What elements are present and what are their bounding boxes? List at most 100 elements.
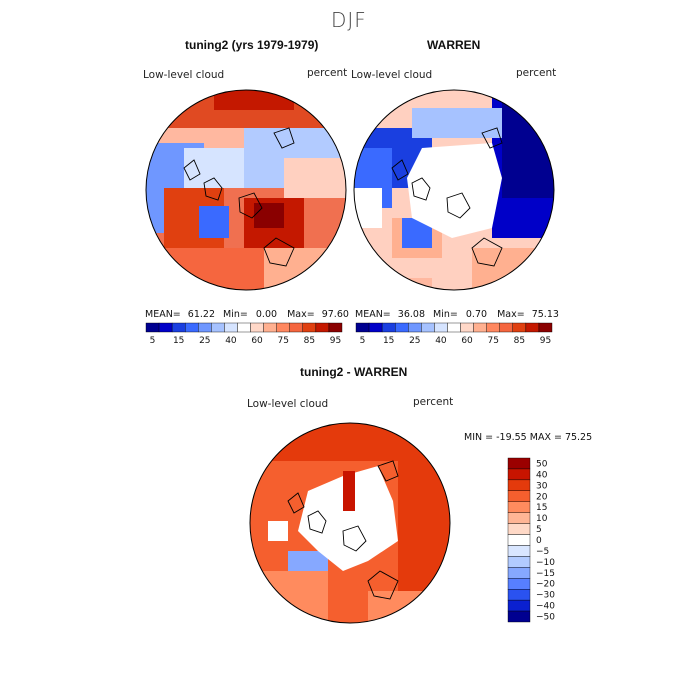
panel2-colorbar-swatch bbox=[486, 322, 500, 333]
panel1-colorbar-tick: 25 bbox=[199, 336, 210, 346]
panel1-colorbar-tick: 40 bbox=[225, 336, 237, 346]
panel1-stats: MEAN= 61.22 Min= 0.00 Max= 97.60 bbox=[145, 309, 349, 320]
diff-colorbar-swatch bbox=[507, 468, 531, 481]
panel2-colorbar-swatch bbox=[460, 322, 474, 333]
diff-variable-label: Low-level cloud bbox=[247, 398, 329, 410]
panel2-colorbar-tick: 5 bbox=[360, 336, 366, 346]
season-title: DJF bbox=[331, 8, 367, 32]
panel1-polar-map bbox=[145, 89, 347, 291]
diff-colorbar-swatch bbox=[507, 523, 531, 535]
panel1-colorbar-swatch bbox=[263, 322, 277, 333]
diff-colorbar-tick: 50 bbox=[536, 459, 548, 469]
panel1-colorbar-tick: 60 bbox=[251, 336, 263, 346]
diff-colorbar-swatch bbox=[507, 588, 531, 601]
panel1-colorbar-swatch bbox=[171, 322, 186, 333]
panel2-colorbar-tick: 75 bbox=[487, 336, 498, 346]
diff-colorbar-tick: −50 bbox=[536, 613, 555, 623]
diff-colorbar-swatch bbox=[507, 578, 531, 590]
diff-colorbar-tick: 40 bbox=[536, 470, 548, 480]
panel1-colorbar-swatch bbox=[302, 322, 317, 333]
panel2-colorbar-swatch bbox=[473, 322, 487, 333]
panel2-colorbar-tick: 40 bbox=[435, 336, 447, 346]
panel2-max-label: Max= bbox=[497, 309, 525, 320]
panel1-colorbar-swatch bbox=[185, 322, 199, 333]
panel2-colorbar-tick: 15 bbox=[383, 336, 394, 346]
panel2-colorbar-swatch bbox=[512, 322, 527, 333]
diff-colorbar-swatch bbox=[507, 534, 531, 546]
panel1-colorbar-swatch bbox=[289, 322, 304, 333]
panel2-colorbar-tick: 25 bbox=[409, 336, 420, 346]
panel1-title: tuning2 (yrs 1979-1979) bbox=[185, 38, 319, 52]
diff-colorbar-tick: 10 bbox=[536, 514, 548, 524]
diff-colorbar-swatch bbox=[507, 479, 531, 492]
panel1-variable-label: Low-level cloud bbox=[143, 69, 225, 81]
panel2-title: WARREN bbox=[427, 38, 481, 52]
panel2-variable-label: Low-level cloud bbox=[351, 69, 433, 81]
panel1-mean-label: MEAN= bbox=[145, 309, 181, 320]
panel1-colorbar-tick: 5 bbox=[150, 336, 156, 346]
panel1-colorbar-swatch bbox=[198, 322, 212, 333]
panel2-colorbar-tick: 95 bbox=[540, 336, 551, 346]
panel1-colorbar-swatch bbox=[328, 322, 343, 333]
diff-colorbar-tick: 20 bbox=[536, 492, 548, 502]
diff-colorbar-swatch bbox=[507, 512, 531, 524]
diff-units-label: percent bbox=[413, 396, 454, 408]
panel2-polar-map bbox=[353, 89, 555, 291]
panel1-colorbar-swatch bbox=[250, 322, 264, 333]
panel1-colorbar-swatch bbox=[237, 322, 251, 333]
panel1-colorbar-swatch bbox=[158, 322, 173, 333]
panel1-colorbar-tick: 15 bbox=[173, 336, 184, 346]
panel1-max-label: Max= bbox=[287, 309, 315, 320]
panel2-colorbar-swatch bbox=[421, 322, 435, 333]
diff-colorbar-swatch bbox=[507, 599, 531, 612]
panel2-min-value: 0.70 bbox=[465, 309, 488, 320]
diff-colorbar-tick: 15 bbox=[536, 503, 547, 513]
panel2-colorbar: 5 15 25 40 60 75 85 95 bbox=[355, 322, 553, 346]
panel2-mean-label: MEAN= bbox=[355, 309, 391, 320]
diff-colorbar-swatch bbox=[507, 556, 531, 568]
panel2-colorbar-swatch bbox=[499, 322, 514, 333]
diff-colorbar-swatch bbox=[507, 457, 531, 470]
panel1-min-value: 0.00 bbox=[255, 309, 278, 320]
panel2-colorbar-tick: 85 bbox=[514, 336, 525, 346]
panel2-colorbar-swatch bbox=[447, 322, 461, 333]
panel2-min-label: Min= bbox=[433, 309, 458, 320]
diff-colorbar-tick: −40 bbox=[536, 602, 555, 612]
panel1-mean-value: 61.22 bbox=[187, 309, 215, 320]
diff-colorbar-swatch bbox=[507, 567, 531, 579]
panel1-units-label: percent bbox=[307, 67, 348, 79]
diff-colorbar-tick: 5 bbox=[536, 525, 542, 535]
panel1-colorbar-swatch bbox=[315, 322, 330, 333]
panel1-colorbar-tick: 85 bbox=[304, 336, 315, 346]
diff-colorbar-tick: 30 bbox=[536, 481, 548, 491]
panel2-colorbar-swatch bbox=[408, 322, 422, 333]
panel1-min-label: Min= bbox=[223, 309, 248, 320]
panel2-max-value: 75.13 bbox=[531, 309, 559, 320]
panel1-colorbar-tick: 95 bbox=[330, 336, 341, 346]
diff-colorbar-swatch bbox=[507, 610, 531, 623]
diff-colorbar-swatch bbox=[507, 501, 531, 513]
diff-colorbar-tick: −15 bbox=[536, 569, 555, 579]
diff-title: tuning2 - WARREN bbox=[300, 365, 408, 379]
panel2-colorbar-swatch bbox=[368, 322, 383, 333]
panel2-units-label: percent bbox=[516, 67, 557, 79]
panel1-max-value: 97.60 bbox=[321, 309, 349, 320]
panel1-colorbar: 5 15 25 40 60 75 85 95 bbox=[145, 322, 343, 346]
panel2-colorbar-tick: 60 bbox=[461, 336, 473, 346]
panel1-colorbar-tick: 75 bbox=[277, 336, 288, 346]
panel2-colorbar-swatch bbox=[525, 322, 540, 333]
panel2-colorbar-swatch bbox=[355, 322, 370, 333]
panel2-stats: MEAN= 36.08 Min= 0.70 Max= 75.13 bbox=[355, 309, 559, 320]
diff-range-text: MIN = -19.55 MAX = 75.25 bbox=[464, 432, 593, 443]
panel2-colorbar-swatch bbox=[434, 322, 448, 333]
panel2-colorbar-swatch bbox=[395, 322, 409, 333]
diff-colorbar-swatch bbox=[507, 545, 531, 557]
diff-polar-map bbox=[249, 422, 451, 624]
panel1-colorbar-swatch bbox=[211, 322, 225, 333]
diff-colorbar-tick: −10 bbox=[536, 558, 555, 568]
panel1-colorbar-swatch bbox=[276, 322, 290, 333]
diff-colorbar-tick: −20 bbox=[536, 580, 555, 590]
panel2-mean-value: 36.08 bbox=[397, 309, 425, 320]
panel2-colorbar-swatch bbox=[381, 322, 396, 333]
